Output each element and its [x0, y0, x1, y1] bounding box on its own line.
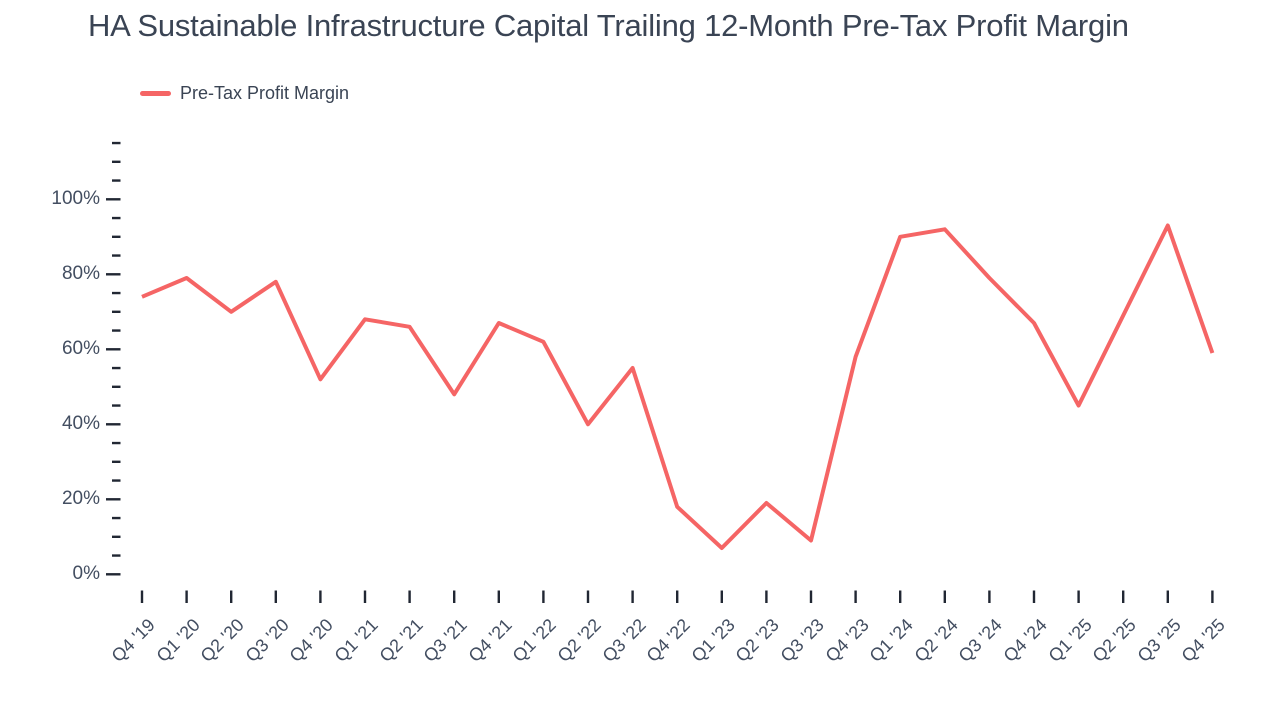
y-axis-label: 80% [61, 263, 100, 285]
y-axis-label: 100% [51, 188, 100, 210]
y-axis-label: 0% [72, 563, 100, 585]
legend-label: Pre-Tax Profit Margin [180, 82, 350, 103]
chart-title: HA Sustainable Infrastructure Capital Tr… [88, 8, 1129, 43]
pretax-profit-margin-series-line[interactable] [141, 223, 1215, 550]
legend-item-pretax-profit-margin[interactable]: Pre-Tax Profit Margin [140, 82, 349, 104]
y-axis-label: 60% [61, 338, 100, 360]
legend-line-swatch [140, 90, 171, 96]
y-axis-label: 20% [61, 488, 100, 510]
y-axis-label: 40% [61, 413, 100, 435]
